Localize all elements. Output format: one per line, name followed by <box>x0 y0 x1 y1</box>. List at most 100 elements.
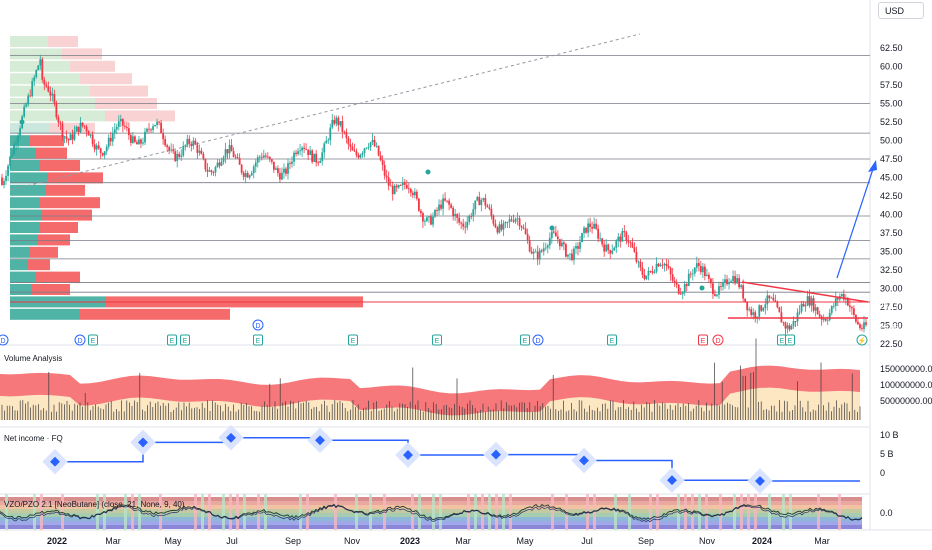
candle-body <box>379 155 382 161</box>
event-marker[interactable] <box>432 334 442 346</box>
event-marker[interactable] <box>532 334 544 346</box>
osc-signal-bar <box>474 494 477 530</box>
event-marker-label: D <box>0 338 5 345</box>
time-axis-label: Sep <box>285 536 301 546</box>
vp-bar-down <box>45 184 85 196</box>
price-axis[interactable]: 62.50 60.00 57.50 55.00 52.50 50.00 47.50 45.00… <box>880 43 903 349</box>
net-income-point[interactable] <box>579 455 589 466</box>
candle-body <box>9 156 11 166</box>
candle-body <box>534 251 537 253</box>
candle-body <box>748 309 751 311</box>
event-marker[interactable] <box>785 334 795 346</box>
net-income-point[interactable] <box>667 475 677 486</box>
osc-band <box>0 521 862 525</box>
candle-body <box>629 242 632 244</box>
candle-body <box>93 144 96 150</box>
event-marker[interactable] <box>74 334 86 346</box>
candle-body <box>224 149 227 158</box>
candle-body <box>518 218 521 227</box>
candle-body <box>575 246 577 249</box>
event-marker[interactable] <box>698 334 708 346</box>
candle-body <box>822 319 825 320</box>
event-marker[interactable] <box>253 334 263 346</box>
event-marker[interactable] <box>180 334 190 346</box>
candle-body <box>544 247 547 249</box>
candle-body <box>373 139 376 147</box>
candle-body <box>756 316 759 318</box>
wedge-upper-line[interactable] <box>741 281 869 303</box>
osc-signal-bar <box>593 494 596 530</box>
candle-body <box>498 224 501 233</box>
candle-body <box>3 180 5 185</box>
event-marker[interactable] <box>348 334 358 346</box>
event-marker[interactable] <box>856 334 868 346</box>
event-markers[interactable]: D D EDE E E E E E D E E D E E ⚡ <box>0 319 868 346</box>
candle-body <box>119 118 122 122</box>
candle-body <box>552 231 555 233</box>
net-income-point[interactable] <box>755 476 765 486</box>
candle-body <box>53 93 56 103</box>
net-income-point[interactable] <box>226 432 236 443</box>
candle-body <box>840 294 843 297</box>
candle-body <box>299 150 301 152</box>
candle-body <box>625 232 628 241</box>
osc-signal-bar <box>61 494 64 530</box>
income-axis-label: 10 B <box>880 430 899 440</box>
candle-body <box>538 250 541 260</box>
candle-body <box>140 139 142 144</box>
candle-body <box>611 250 614 254</box>
event-marker-label: E <box>170 338 175 345</box>
event-marker[interactable] <box>607 334 617 346</box>
net-income-point[interactable] <box>315 435 325 446</box>
event-marker[interactable] <box>0 334 9 346</box>
osc-band <box>0 501 862 505</box>
candle-body <box>613 247 616 251</box>
event-marker[interactable] <box>167 334 177 346</box>
candle-body <box>657 263 660 267</box>
event-marker[interactable] <box>520 334 530 346</box>
net-income-point[interactable] <box>491 449 501 460</box>
net-income-point[interactable] <box>138 437 148 448</box>
candle-body <box>460 222 463 224</box>
candle-body <box>268 156 271 160</box>
vp-bar-up <box>10 184 45 196</box>
event-marker[interactable] <box>712 334 724 346</box>
net-income-point[interactable] <box>403 450 413 460</box>
candle-body <box>514 218 517 222</box>
candle-body <box>291 161 293 164</box>
currency-button[interactable]: USD <box>878 2 924 19</box>
price-axis-label: 37.50 <box>880 228 903 238</box>
dashed-trendline[interactable] <box>9 33 641 191</box>
candle-body <box>99 148 102 153</box>
candle-body <box>347 137 350 145</box>
candle-body <box>510 219 513 221</box>
candle-body <box>776 301 779 308</box>
projection-arrow[interactable] <box>836 165 875 279</box>
candle-body <box>208 170 211 172</box>
candle-body <box>188 138 191 144</box>
price-axis-label: 57.50 <box>880 80 903 90</box>
price-axis-label: 45.00 <box>880 173 903 183</box>
candle-body <box>585 227 587 233</box>
event-marker-label: ⚡ <box>858 336 867 345</box>
candle-body <box>95 145 98 150</box>
candle-body <box>132 136 134 143</box>
candle-body <box>407 188 410 190</box>
oscillator-axis: 0.0 <box>880 508 893 518</box>
income-axis-label: 5 B <box>880 449 894 459</box>
candle-body <box>714 294 716 296</box>
candle-body <box>1 177 3 185</box>
candle-body <box>202 154 205 159</box>
time-axis[interactable]: 2022 Mar May Jul Sep Nov 2023 Mar May Jul Sep Nov 20… <box>47 536 830 546</box>
candle-body <box>63 136 66 138</box>
osc-signal-bar <box>684 494 687 530</box>
candle-body <box>65 136 68 140</box>
event-marker[interactable] <box>252 319 264 331</box>
event-marker-label: E <box>701 338 706 345</box>
candle-body <box>659 264 662 267</box>
event-marker[interactable] <box>88 334 98 346</box>
candle-body <box>69 134 72 141</box>
candle-body <box>444 198 446 201</box>
osc-signal-bar <box>509 494 512 530</box>
